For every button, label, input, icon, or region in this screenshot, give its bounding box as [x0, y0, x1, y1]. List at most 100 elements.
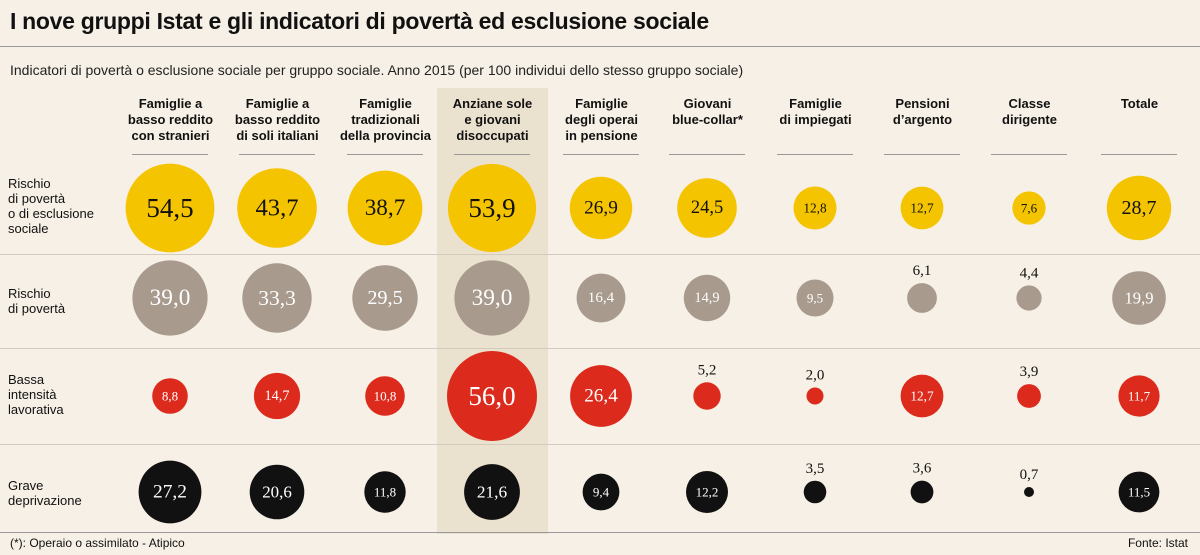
- bubble: [796, 279, 834, 317]
- bubble: [249, 464, 305, 520]
- bubble-value-label: 3,5: [806, 461, 825, 477]
- column-header: Famiglie di impiegati: [763, 96, 868, 128]
- column-header: Totale: [1087, 96, 1192, 112]
- bubble: [569, 176, 633, 240]
- bubble: [910, 480, 934, 504]
- bubble: [1017, 384, 1041, 408]
- bubble-value-label: 14,7: [264, 388, 289, 404]
- bubble: [454, 260, 530, 336]
- bubble-value-label: 12,7: [910, 389, 934, 404]
- bubble-value-label: 8,8: [162, 389, 178, 404]
- bubble: [464, 464, 520, 520]
- bubble: [803, 480, 827, 504]
- row-separator: [0, 444, 1200, 445]
- bubble-value-label: 21,6: [477, 483, 508, 502]
- bubble-value-label: 29,5: [367, 287, 402, 309]
- row-label: Bassa intensità lavorativa: [8, 372, 64, 417]
- bubble-value-label: 11,8: [374, 485, 396, 500]
- bubble-value-label: 33,3: [258, 286, 296, 310]
- column-header-rule: [669, 154, 745, 155]
- bubble-value-label: 3,6: [913, 461, 932, 477]
- column-header-label: Famiglie a basso reddito con stranieri: [127, 96, 214, 143]
- bubble: [806, 387, 824, 405]
- bubble-value-label: 26,9: [584, 198, 618, 219]
- chart-subtitle: Indicatori di povertà o esclusione socia…: [10, 62, 744, 78]
- bubble-value-label: 2,0: [806, 367, 825, 383]
- source-credit: Fonte: Istat: [1127, 536, 1188, 550]
- bubble: [152, 378, 188, 414]
- bubble: [576, 273, 626, 323]
- bubble-value-label: 7,6: [1021, 201, 1038, 216]
- column-header-rule: [239, 154, 315, 155]
- column-header-rule: [132, 154, 208, 155]
- row-label: Rischio di povertà: [8, 286, 66, 316]
- column-header-rule: [347, 154, 423, 155]
- row-label: Grave deprivazione: [8, 478, 82, 508]
- chart-title: I nove gruppi Istat e gli indicatori di …: [10, 8, 709, 34]
- bubble: [365, 376, 405, 416]
- bubble: [693, 382, 721, 410]
- column-header: Classe dirigente: [977, 96, 1082, 128]
- bubble: [1016, 285, 1042, 311]
- column-header-label: Classe dirigente: [1002, 96, 1057, 127]
- bubble: [352, 265, 418, 331]
- bubble: [1012, 191, 1046, 225]
- column-header: Famiglie degli operai in pensione: [549, 96, 654, 144]
- bubble-value-label: 39,0: [150, 285, 191, 311]
- bubble-value-label: 11,5: [1128, 485, 1150, 500]
- column-header-label: Famiglie tradizionali della provincia: [339, 96, 432, 143]
- bubble-value-label: 27,2: [153, 482, 187, 503]
- bubble: [138, 460, 202, 524]
- row-label: Rischio di povertà o di esclusione socia…: [8, 176, 94, 236]
- bubble-value-label: 9,5: [807, 291, 823, 306]
- bubble-value-label: 26,4: [584, 386, 618, 407]
- bubble: [364, 471, 406, 513]
- column-header-rule: [991, 154, 1067, 155]
- bubble-value-label: 53,9: [468, 193, 515, 223]
- bubble-value-label: 11,7: [1128, 389, 1151, 404]
- bubble: [132, 260, 208, 336]
- bubble-value-label: 4,4: [1020, 265, 1039, 281]
- column-header-rule: [777, 154, 853, 155]
- bubble-value-label: 3,9: [1020, 364, 1039, 380]
- column-header-rule: [563, 154, 639, 155]
- bubble-value-label: 38,7: [365, 195, 406, 221]
- bubble: [237, 168, 317, 248]
- bubble-value-label: 28,7: [1122, 197, 1157, 219]
- bubble: [686, 471, 728, 513]
- bubble: [900, 374, 944, 418]
- footnote: (*): Operaio o assimilato - Atipico: [10, 536, 185, 550]
- row-separator: [0, 348, 1200, 349]
- bubble-value-label: 14,9: [694, 290, 719, 306]
- bubble-value-label: 12,2: [696, 485, 719, 500]
- column-header-label: Famiglie a basso reddito di soli italian…: [234, 96, 321, 143]
- bubble-value-label: 6,1: [913, 263, 932, 279]
- bubble: [1106, 175, 1172, 241]
- column-header-label: Famiglie degli operai in pensione: [565, 96, 638, 143]
- column-header-rule: [1101, 154, 1177, 155]
- bubble: [447, 351, 537, 441]
- column-header: Pensioni d’argento: [870, 96, 975, 128]
- bubble: [900, 186, 944, 230]
- bubble-value-label: 24,5: [691, 198, 723, 218]
- bubble: [683, 274, 731, 322]
- bubble: [125, 163, 215, 253]
- bubble: [253, 372, 301, 420]
- bubble: [447, 163, 537, 253]
- bubble-value-label: 16,4: [588, 290, 615, 306]
- column-header-label: Anziane sole e giovani disoccupati: [452, 96, 533, 143]
- column-header-label: Totale: [1120, 96, 1159, 111]
- bubble: [1118, 471, 1160, 513]
- bubble: [907, 283, 937, 313]
- bubble: [1024, 487, 1034, 497]
- column-header: Giovani blue-collar*: [655, 96, 760, 128]
- column-header-rule: [454, 154, 530, 155]
- column-header-rule: [884, 154, 960, 155]
- bubble-value-label: 43,7: [255, 195, 298, 222]
- bubble: [1112, 271, 1166, 325]
- bubble: [347, 170, 423, 246]
- bubble: [570, 365, 632, 427]
- bubble-value-label: 10,8: [374, 389, 397, 404]
- bubble-value-label: 9,4: [593, 485, 610, 500]
